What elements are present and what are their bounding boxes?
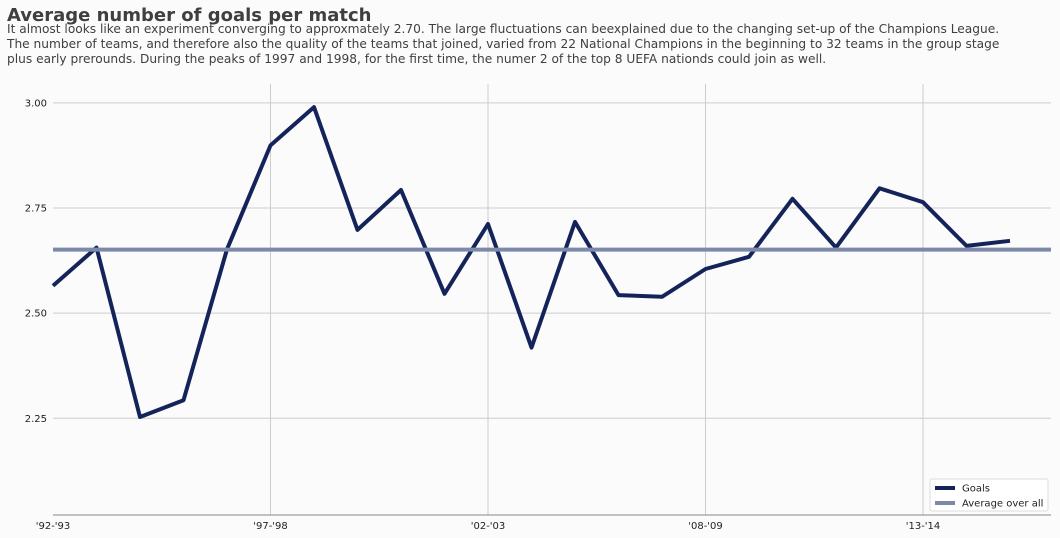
y-tick-label: 3.00 bbox=[25, 98, 47, 109]
subtitle-line-2: The number of teams, and therefore also … bbox=[7, 37, 1000, 51]
x-tick-label: '92-'93 bbox=[36, 521, 71, 532]
y-tick-label: 2.50 bbox=[25, 309, 47, 320]
chart-subtitle: It almost looks like an experiment conve… bbox=[7, 22, 1047, 67]
legend-label: Average over all bbox=[962, 499, 1043, 510]
grid-lines bbox=[53, 84, 1051, 515]
legend-label: Goals bbox=[962, 484, 990, 495]
y-tick-label: 2.25 bbox=[25, 414, 47, 425]
x-tick-label: '08-'09 bbox=[688, 521, 723, 532]
chart-title: Average number of goals per match bbox=[7, 5, 372, 26]
axes: 2.25 2.50 2.75 3.00 '92-'93 '97-'98 '02-'03 '08… bbox=[25, 98, 1051, 532]
series-lines bbox=[51, 105, 1051, 419]
goals-line bbox=[51, 105, 1011, 419]
x-tick-label: '13-'14 bbox=[906, 521, 941, 532]
subtitle-line-1: It almost looks like an experiment conve… bbox=[7, 22, 1000, 36]
subtitle-line-3: plus early prerounds. During the peaks o… bbox=[7, 52, 827, 66]
x-tick-label: '02-'03 bbox=[471, 521, 506, 532]
y-tick-label: 2.75 bbox=[25, 204, 47, 215]
legend: Goals Average over all bbox=[929, 478, 1049, 512]
legend-box bbox=[929, 478, 1049, 512]
x-tick-label: '97-'98 bbox=[253, 521, 288, 532]
